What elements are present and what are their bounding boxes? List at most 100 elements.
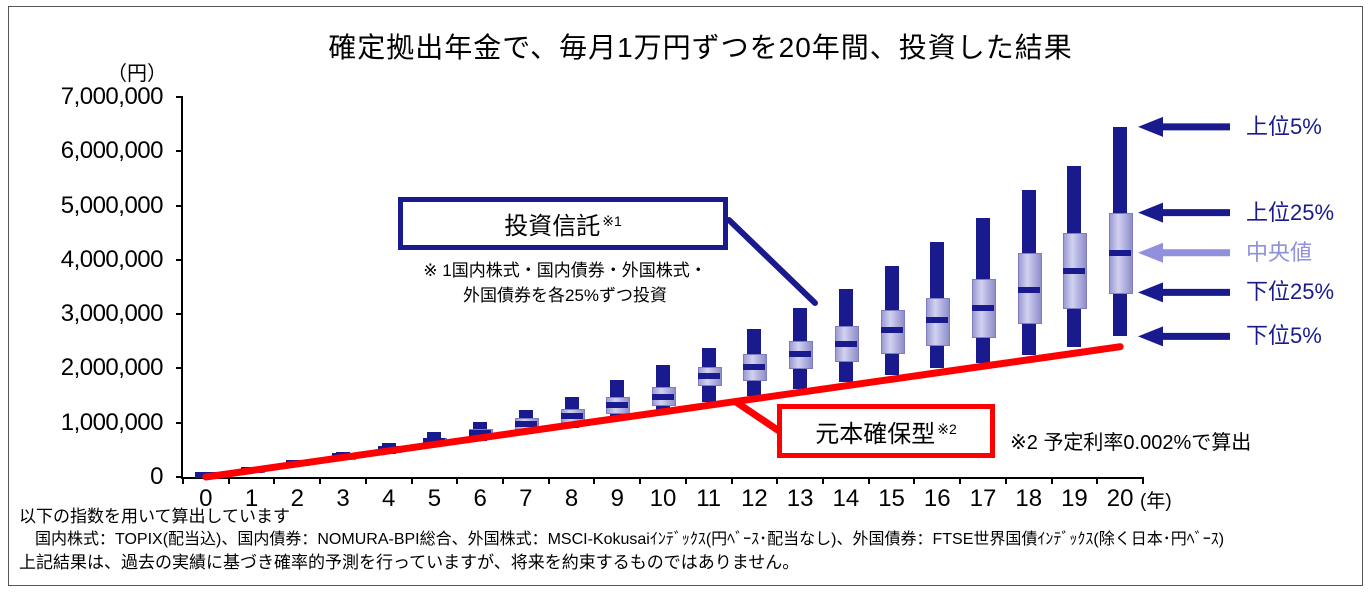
legend-label-p95: 上位5%: [1246, 113, 1322, 139]
y-axis-tick: [176, 476, 183, 478]
principal-guaranteed-note: ※2 予定利率0.002%で算出: [1010, 432, 1252, 454]
principal-guaranteed-footnote-marker: ※2: [937, 420, 957, 437]
x-axis-unit-label: (年): [1140, 491, 1172, 512]
y-axis-tick: [176, 421, 183, 424]
median-line: [423, 438, 446, 445]
x-axis-tick: [822, 477, 824, 484]
median-line: [194, 472, 217, 479]
y-axis-unit-label: （円）: [107, 63, 167, 85]
y-axis-tick: [176, 258, 183, 261]
median-line: [560, 413, 583, 420]
y-tick-label: 2,000,000: [60, 354, 164, 382]
median-line: [1017, 286, 1040, 293]
x-axis-tick: [1142, 477, 1144, 484]
footnote-line-1: 以下の指数を用いて算出しています: [19, 507, 290, 526]
median-line: [789, 351, 812, 358]
x-tick-label: 13: [786, 485, 814, 512]
x-axis-tick: [959, 477, 962, 484]
investment-trust-note: ※ 1国内株式・国内債券・外国株式・ 外国債券を各25%ずつ投資: [385, 258, 745, 308]
footnote-line-3: 上記結果は、過去の実績に基づき確率的予測を行っていますが、将来を約束するものでは…: [19, 553, 800, 572]
y-axis-tick: [176, 204, 183, 207]
x-axis-tick: [776, 477, 779, 484]
median-line: [1109, 249, 1132, 256]
x-tick-label: 2: [290, 485, 304, 512]
x-axis-tick: [639, 477, 642, 484]
y-axis-tick: [176, 313, 183, 316]
x-tick-label: 9: [610, 485, 624, 512]
y-tick-label: 6,000,000: [60, 137, 164, 165]
y-tick-label: 0: [150, 463, 163, 490]
investment-trust-callout: 投資信託 ※1: [398, 197, 728, 250]
x-axis-line: [181, 477, 1144, 479]
x-axis-tick: [273, 477, 276, 484]
footnote-line-2: 国内株式：TOPIX(配当込)、国内債券：NOMURA-BPI総合、外国株式：M…: [19, 531, 1225, 548]
median-line: [286, 460, 309, 467]
x-tick-label: 4: [382, 485, 396, 512]
x-axis-tick: [593, 477, 596, 484]
investment-trust-note-line2: 外国債券を各25%ずつ投資: [462, 286, 668, 305]
x-axis-tick: [547, 477, 550, 484]
y-tick-label: 1,000,000: [60, 408, 164, 436]
investment-trust-footnote-marker: ※1: [602, 213, 622, 229]
median-line: [972, 304, 994, 311]
median-line: [1063, 268, 1086, 275]
x-tick-label: 11: [696, 485, 722, 512]
median-line: [697, 373, 720, 380]
investment-trust-label: 投資信託: [504, 213, 601, 240]
median-line: [880, 327, 903, 334]
median-line: [514, 420, 537, 427]
investment-trust-note-line1: ※ 1国内株式・国内債券・外国株式・: [423, 261, 707, 280]
x-axis-tick: [182, 477, 184, 484]
x-tick-label: 14: [832, 485, 860, 512]
x-tick-label: 6: [473, 485, 487, 512]
x-axis-tick: [456, 477, 459, 484]
x-axis-tick: [410, 477, 413, 484]
x-tick-label: 16: [923, 485, 951, 512]
legend-label-p75: 上位25%: [1246, 199, 1335, 225]
median-line: [332, 453, 354, 460]
y-tick-label: 3,000,000: [60, 300, 164, 328]
median-line: [652, 393, 674, 400]
x-axis-tick: [1004, 477, 1007, 484]
x-tick-label: 1: [244, 485, 259, 512]
y-axis-line: [181, 96, 183, 479]
x-axis-tick: [319, 477, 322, 484]
y-tick-label: 4,000,000: [60, 245, 164, 273]
x-axis-tick: [867, 477, 870, 484]
footnotes: 以下の指数を用いて算出しています 国内株式：TOPIX(配当込)、国内債券：NO…: [19, 505, 1224, 574]
median-line: [240, 467, 263, 474]
median-line: [377, 446, 400, 453]
x-tick-label: 18: [1015, 485, 1043, 512]
x-tick-label: 3: [336, 485, 350, 512]
y-axis-tick: [176, 150, 183, 153]
y-tick-label: 5,000,000: [60, 191, 164, 219]
median-line: [926, 316, 949, 323]
x-tick-label: 12: [741, 485, 768, 512]
x-axis-tick: [1050, 477, 1053, 484]
legend-label-p25: 下位25%: [1246, 279, 1335, 305]
median-line: [834, 341, 857, 347]
median-line: [606, 401, 629, 408]
y-tick-label: 7,000,000: [60, 83, 164, 110]
y-axis-tick: [176, 96, 183, 98]
median-line: [743, 364, 766, 371]
x-tick-label: 10: [649, 485, 677, 512]
legend-label-median: 中央値: [1246, 239, 1313, 265]
median-line: [469, 429, 492, 436]
frame-border: [8, 6, 1363, 586]
x-tick-label: 0: [199, 485, 213, 512]
x-axis-tick: [502, 477, 504, 484]
principal-guaranteed-label: 元本確保型: [815, 420, 936, 448]
x-axis-tick: [730, 477, 733, 484]
legend-label-p5: 下位5%: [1246, 323, 1322, 349]
x-axis-tick: [913, 477, 916, 484]
x-tick-label: 5: [427, 485, 442, 512]
x-axis-tick: [227, 477, 230, 484]
x-tick-label: 15: [878, 485, 905, 512]
x-tick-label: 8: [564, 485, 579, 512]
x-tick-label: 20: [1106, 485, 1134, 512]
x-tick-label: 7: [519, 485, 533, 512]
y-axis-tick: [176, 367, 183, 370]
x-tick-label: 17: [969, 485, 997, 512]
